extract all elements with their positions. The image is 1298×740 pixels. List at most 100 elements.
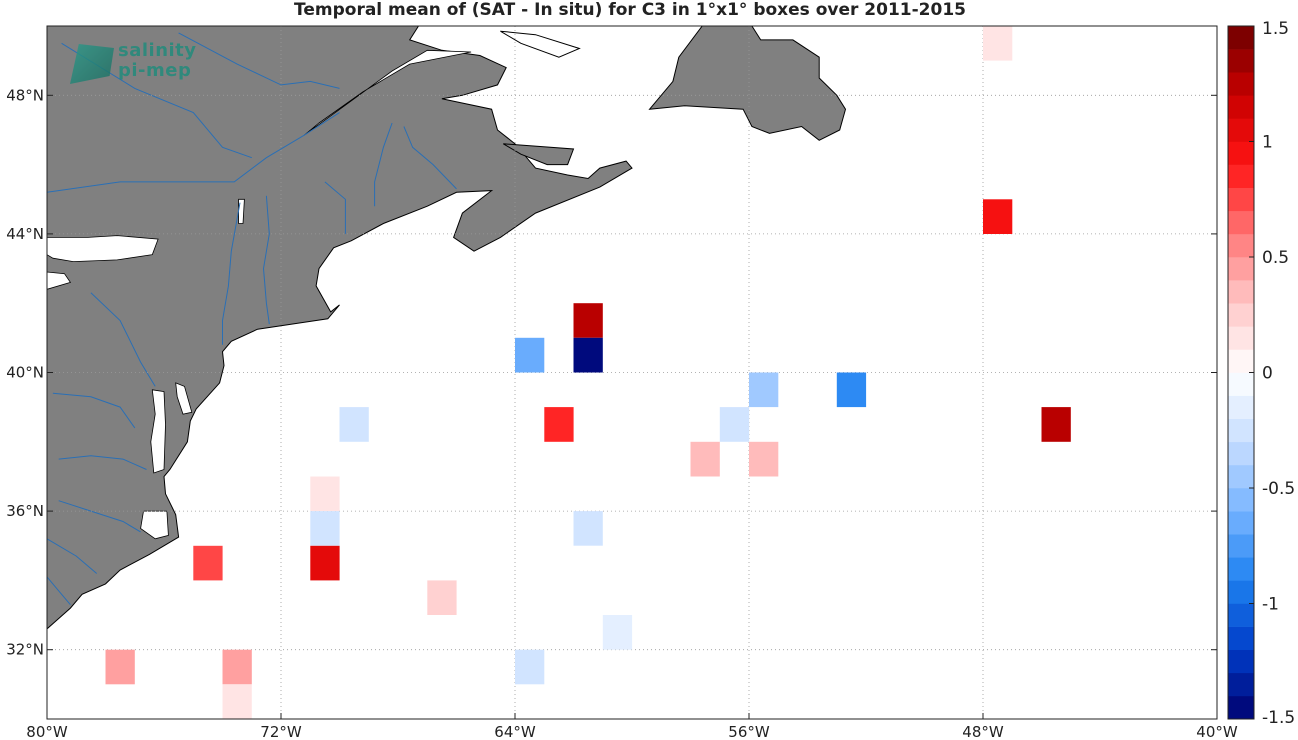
colorbar-swatch [1228,210,1254,235]
river-10 [58,455,147,470]
river-3 [222,202,241,345]
data-cell-0 [983,26,1013,61]
data-cell-18 [427,580,457,615]
data-cell-19 [602,615,633,650]
colorbar-tick-label: -1 [1262,595,1279,615]
colorbar-tick-label: 1 [1262,133,1273,153]
data-cell-21 [222,649,252,685]
data-cell-23 [222,684,252,719]
x-tick-label: 72°W [260,723,302,740]
data-cell-17 [310,545,340,581]
colorbar-swatch [1228,187,1254,212]
data-cell-9 [719,407,750,442]
data-cell-10 [1041,407,1071,442]
river-9 [52,392,136,429]
data-cell-2 [573,303,603,338]
y-tick-label: 48°N [6,86,44,104]
y-tick-label: 32°N [6,641,44,659]
colorbar-swatch [1228,95,1254,119]
y-axis: 32°N 36°N 40°N 44°N 48°N [6,86,1217,659]
colorbar-swatch [1228,603,1254,627]
gulf-island [500,30,581,58]
river-8 [90,292,156,387]
x-tick-label: 64°W [494,723,536,740]
colorbar-swatch [1228,441,1254,466]
river-7 [403,126,457,190]
colorbar-swatch [1228,488,1254,512]
colorbar-swatch [1228,557,1254,581]
data-cell-5 [749,372,779,408]
colorbar-swatch [1228,349,1254,373]
colorbar-swatch [1228,580,1254,604]
land-layer [46,25,847,631]
data-cell-8 [544,407,574,442]
data-cell-16 [193,545,223,581]
river-5 [324,181,346,234]
colorbar-swatch [1228,626,1254,650]
river-11 [58,500,141,533]
river-1 [61,42,252,159]
y-tick-label: 40°N [6,364,44,382]
map-title: Temporal mean of (SAT - In situ) for C3 … [294,0,966,20]
river-4 [262,195,270,325]
colorbar-tick-label: -0.5 [1262,479,1295,499]
logo-text-line1: salinity [118,40,197,61]
bay-0 [150,389,166,474]
x-axis: 80°W 72°W 64°W 56°W 48°W 40°W [26,713,1238,740]
map-area[interactable] [46,25,1218,720]
colorbar-swatch [1228,303,1254,327]
colorbar-swatch [1228,72,1254,96]
land-pei [503,143,575,166]
river-2 [178,32,340,89]
colorbar-swatch [1228,26,1254,50]
x-tick-label: 80°W [26,723,68,740]
colorbar: 1.5 1 0.5 0 -0.5 -1 -1.5 [1227,19,1295,728]
data-cell-20 [105,649,135,685]
y-tick-label: 44°N [6,225,44,243]
colorbar-swatch [1228,326,1254,350]
lake-2 [238,198,245,224]
x-tick-label: 48°W [962,723,1004,740]
colorbar-swatch [1228,534,1254,558]
colorbar-swatch [1228,141,1254,165]
data-cell-7 [339,407,369,442]
data-cell-6 [836,372,867,408]
river-6 [374,122,393,207]
data-cell-13 [310,476,340,512]
colorbar-swatch [1228,280,1254,304]
river-13 [46,576,71,606]
data-cell-11 [690,441,720,477]
data-cell-4 [573,337,603,373]
logo-mark-icon [70,44,114,84]
colorbar-swatch [1228,233,1254,258]
rivers-layer [46,32,457,606]
x-tick-label: 56°W [728,723,770,740]
colorbar-swatch [1228,649,1254,674]
colorbar-swatch [1228,164,1254,188]
colorbar-tick-label: 1.5 [1262,19,1289,39]
salinity-pimep-logo: salinity pi-mep [70,40,210,88]
colorbar-tick-label: 0 [1262,364,1273,384]
colorbar-swatch [1228,464,1254,489]
colorbar-swatch [1228,395,1254,419]
colorbar-tick-label: -1.5 [1262,708,1295,728]
colorbar-swatch [1228,49,1254,73]
lake-0 [46,235,159,263]
st-lawrence-estuary [304,49,472,136]
colorbar-swatch [1228,695,1254,720]
colorbar-swatch [1228,418,1254,443]
data-cells [105,26,1071,719]
data-cell-1 [983,199,1013,234]
logo-text-line2: pi-mep [118,60,192,81]
river-12 [46,538,98,574]
data-cell-15 [573,511,603,546]
y-tick-label: 36°N [6,502,44,520]
data-cell-14 [310,511,340,546]
colorbar-swatch [1228,118,1254,142]
data-cell-12 [749,441,779,477]
colorbar-swatch [1228,372,1254,396]
x-tick-label: 40°W [1196,723,1238,740]
data-cell-22 [515,649,545,685]
colorbar-tick-label: 0.5 [1262,248,1289,268]
